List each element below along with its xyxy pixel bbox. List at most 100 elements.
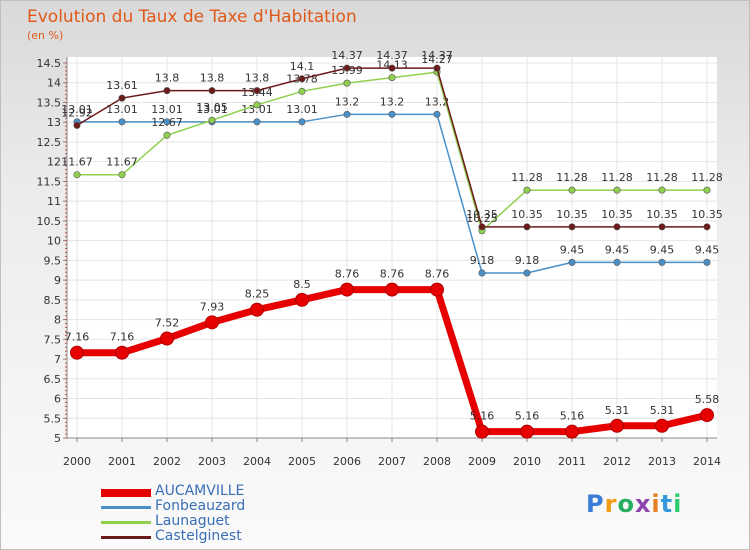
x-tick-label: 2005 [288,455,316,468]
y-tick-label: 10 [47,235,61,248]
data-point-castelginest [118,94,126,102]
data-point-aucamville [250,302,264,317]
data-point-castelginest [298,75,306,83]
y-tick-label: 10.5 [37,215,62,228]
x-tick-label: 2010 [513,455,541,468]
data-point-castelginest [433,64,441,72]
data-point-launaguet [73,171,81,179]
data-point-castelginest [613,223,621,231]
data-point-fonbeauzard [118,118,126,126]
data-point-castelginest [703,223,711,231]
data-label-launaguet: 11.28 [646,171,678,184]
data-point-launaguet [388,74,396,82]
data-point-aucamville [385,282,399,297]
legend-label-aucamville: AUCAMVILLE [155,483,245,499]
data-point-aucamville [70,345,84,360]
data-point-launaguet [703,186,711,194]
data-label-aucamville: 7.93 [200,300,225,313]
chart-title: Evolution du Taux de Taxe d'Habitation [27,7,357,27]
data-point-fonbeauzard [433,110,441,118]
x-tick-label: 2012 [603,455,631,468]
data-point-aucamville [430,282,444,297]
data-point-fonbeauzard [388,110,396,118]
data-label-fonbeauzard: 13.2 [335,95,360,108]
data-point-aucamville [340,282,354,297]
data-label-fonbeauzard: 13.2 [425,95,450,108]
data-label-castelginest: 10.35 [646,208,678,221]
data-point-launaguet [208,116,216,124]
data-label-fonbeauzard: 13.01 [106,103,138,116]
data-point-castelginest [388,64,396,72]
data-label-aucamville: 8.76 [380,268,405,281]
legend-swatch-fonbeauzard [101,506,151,509]
data-point-castelginest [658,223,666,231]
y-tick-label: 9 [54,274,61,287]
data-label-launaguet: 11.28 [601,171,633,184]
y-tick-label: 8.5 [44,294,62,307]
x-tick-label: 2002 [153,455,181,468]
data-point-launaguet [298,87,306,95]
data-point-aucamville [610,418,624,433]
data-point-castelginest [478,223,486,231]
logo-letter: i [651,490,661,518]
data-point-castelginest [163,87,171,95]
x-tick-label: 2011 [558,455,586,468]
data-point-fonbeauzard [613,258,621,266]
data-label-castelginest: 10.35 [511,208,543,221]
data-point-aucamville [655,418,669,433]
data-point-castelginest [208,87,216,95]
y-tick-label: 8 [54,314,61,327]
data-label-aucamville: 8.5 [293,278,311,291]
data-point-aucamville [160,331,174,346]
data-label-castelginest: 14.1 [290,60,315,73]
data-label-fonbeauzard: 13.01 [196,103,228,116]
y-tick-label: 11 [47,195,61,208]
chart-plot: 5 5.5 6 6.5 7 7.5 8 8.5 9 9.5 10 10.5 11 11.5 12 12.5 13… [37,49,723,468]
data-label-aucamville: 5.31 [605,404,630,417]
data-label-launaguet: 11.67 [61,156,93,169]
data-point-aucamville [475,424,489,439]
y-tick-label: 5 [54,432,61,445]
x-tick-label: 2003 [198,455,226,468]
logo-letter: t [660,490,674,518]
data-label-castelginest: 14.37 [331,49,363,62]
legend-swatch-aucamville [101,489,151,497]
legend-label-castelginest: Castelginest [155,528,242,544]
data-label-launaguet: 11.28 [511,171,543,184]
data-point-fonbeauzard [163,118,171,126]
x-tick-label: 2008 [423,455,451,468]
data-point-launaguet [613,186,621,194]
logo-letter: P [586,490,605,518]
data-label-castelginest: 14.37 [376,49,408,62]
data-label-aucamville: 5.16 [470,410,495,423]
data-label-castelginest: 14.37 [421,49,453,62]
y-tick-label: 7.5 [44,333,62,346]
y-tick-label: 13.5 [37,96,62,109]
data-label-castelginest: 13.8 [200,72,225,85]
data-point-fonbeauzard [478,269,486,277]
y-tick-label: 9.5 [44,254,62,267]
y-tick-label: 11.5 [37,175,62,188]
legend-label-fonbeauzard: Fonbeauzard [155,498,246,514]
data-point-launaguet [523,186,531,194]
data-label-aucamville: 7.16 [110,331,135,344]
data-label-launaguet: 11.28 [556,171,588,184]
data-point-aucamville [205,315,219,330]
data-label-aucamville: 8.25 [245,288,270,301]
logo-letter: x [634,490,652,518]
y-tick-label: 7 [54,353,61,366]
y-tick-label: 13 [47,116,61,129]
data-point-launaguet [253,101,261,109]
data-point-castelginest [523,223,531,231]
data-label-castelginest: 10.35 [601,208,633,221]
data-point-fonbeauzard [568,258,576,266]
data-label-fonbeauzard: 9.45 [695,243,720,256]
data-point-aucamville [115,345,129,360]
x-tick-label: 2009 [468,455,496,468]
data-point-aucamville [700,408,714,423]
data-label-castelginest: 13.8 [245,72,270,85]
data-label-aucamville: 5.31 [650,404,675,417]
data-label-fonbeauzard: 9.45 [605,243,630,256]
y-tick-label: 14.5 [37,57,62,70]
